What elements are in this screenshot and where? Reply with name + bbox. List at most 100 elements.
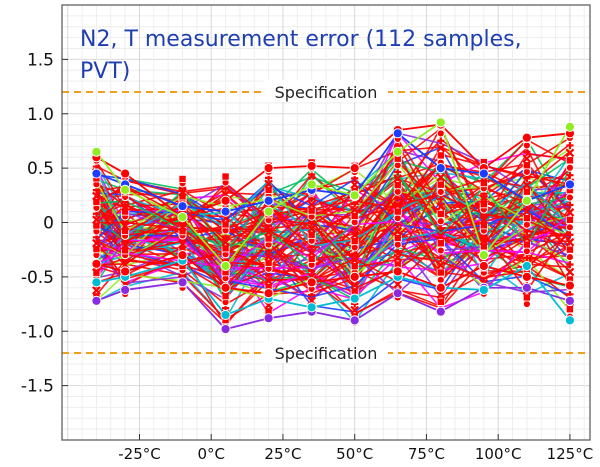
data-point-marker <box>350 237 359 246</box>
data-point-marker <box>479 215 489 225</box>
data-point-marker <box>221 220 230 229</box>
y-tick-label: 0 <box>43 214 54 234</box>
data-point-marker <box>565 156 574 165</box>
data-point-marker <box>566 260 574 269</box>
data-point-marker <box>350 262 359 271</box>
data-point-marker <box>92 268 101 277</box>
data-point-marker <box>263 206 274 217</box>
data-point-marker <box>436 260 446 270</box>
data-point-marker <box>522 180 532 190</box>
data-point-marker <box>479 221 488 230</box>
sample-line <box>95 158 571 254</box>
data-point-marker <box>564 121 576 132</box>
data-point-marker <box>392 146 403 157</box>
data-point-marker <box>479 194 489 204</box>
data-point-marker <box>522 299 531 309</box>
data-point-marker <box>306 277 317 288</box>
data-point-marker <box>264 179 273 189</box>
data-point-marker <box>565 305 574 314</box>
data-point-marker <box>436 129 445 138</box>
sample-line <box>96 226 571 298</box>
data-point-marker <box>565 267 575 277</box>
data-point-marker <box>522 247 531 256</box>
data-point-marker <box>263 195 274 206</box>
data-point-marker <box>306 179 317 190</box>
chart-title-line-1: N2, T measurement error (112 samples, <box>80 27 522 52</box>
data-point-marker <box>436 246 445 255</box>
data-point-marker <box>522 187 531 196</box>
x-tick-label: 100°C <box>475 445 522 463</box>
data-point-marker <box>306 160 317 172</box>
data-point-marker <box>436 187 445 197</box>
data-point-marker <box>523 148 531 156</box>
data-point-marker <box>220 260 231 272</box>
data-point-marker <box>221 244 230 253</box>
data-point-marker <box>437 254 445 262</box>
data-point-marker <box>479 242 488 251</box>
data-point-marker <box>478 250 489 261</box>
spec-label: Specification <box>275 83 378 102</box>
data-point-marker <box>436 231 446 241</box>
data-point-marker <box>436 239 445 248</box>
data-point-marker <box>521 271 532 282</box>
data-point-marker <box>479 179 488 188</box>
data-point-marker <box>120 168 131 179</box>
data-point-marker <box>264 276 273 286</box>
data-point-marker <box>91 277 102 288</box>
y-tick-label: 0.5 <box>27 159 54 179</box>
data-point-marker <box>177 201 188 212</box>
data-point-marker <box>393 279 403 289</box>
data-point-marker <box>263 163 274 174</box>
data-point-marker <box>120 241 130 250</box>
highlighted-sample-line <box>95 123 571 219</box>
data-point-marker <box>565 252 575 262</box>
data-point-marker <box>565 223 575 232</box>
data-point-marker <box>91 295 102 306</box>
data-point-marker <box>263 288 274 299</box>
data-point-marker <box>220 282 231 293</box>
data-point-marker <box>393 181 402 190</box>
sample-line <box>95 199 571 272</box>
data-point-marker <box>436 275 445 284</box>
data-point-marker <box>564 280 576 291</box>
data-point-marker <box>522 233 532 243</box>
data-point-marker <box>350 212 359 221</box>
data-point-marker <box>565 237 575 247</box>
data-point-marker <box>436 209 445 218</box>
sample-line <box>96 221 571 295</box>
highlighted-sample-line <box>96 254 571 295</box>
data-point-marker <box>394 247 402 255</box>
data-point-marker <box>120 221 130 231</box>
data-point-marker <box>565 193 575 202</box>
spec-label-background <box>264 341 388 363</box>
highlighted-sample-line <box>96 281 571 331</box>
data-point-marker <box>392 128 403 139</box>
data-point-marker <box>393 200 403 210</box>
data-point-marker <box>393 161 402 170</box>
sample-line <box>95 194 571 266</box>
data-point-marker <box>92 221 101 230</box>
y-tick-label: -0.5 <box>21 268 54 288</box>
data-point-marker <box>120 284 131 296</box>
highlighted-sample-line <box>96 259 571 321</box>
data-point-marker <box>394 194 402 202</box>
data-point-marker <box>435 117 446 128</box>
data-point-marker <box>221 237 230 247</box>
data-point-marker <box>91 168 102 179</box>
data-point-marker <box>307 248 317 258</box>
data-point-marker <box>178 222 187 232</box>
data-point-marker <box>436 202 446 212</box>
data-point-marker <box>437 137 445 145</box>
data-point-marker <box>435 163 446 174</box>
data-point-marker <box>393 234 402 243</box>
data-point-marker <box>565 245 574 254</box>
sample-line <box>96 201 571 286</box>
sample-line <box>95 160 571 250</box>
data-point-marker <box>565 163 575 172</box>
data-point-marker <box>436 172 446 182</box>
data-point-marker <box>479 236 489 246</box>
x-tick-label: 125°C <box>547 445 594 463</box>
data-point-marker <box>523 174 531 183</box>
data-point-marker <box>306 302 317 313</box>
sample-line <box>96 178 571 269</box>
